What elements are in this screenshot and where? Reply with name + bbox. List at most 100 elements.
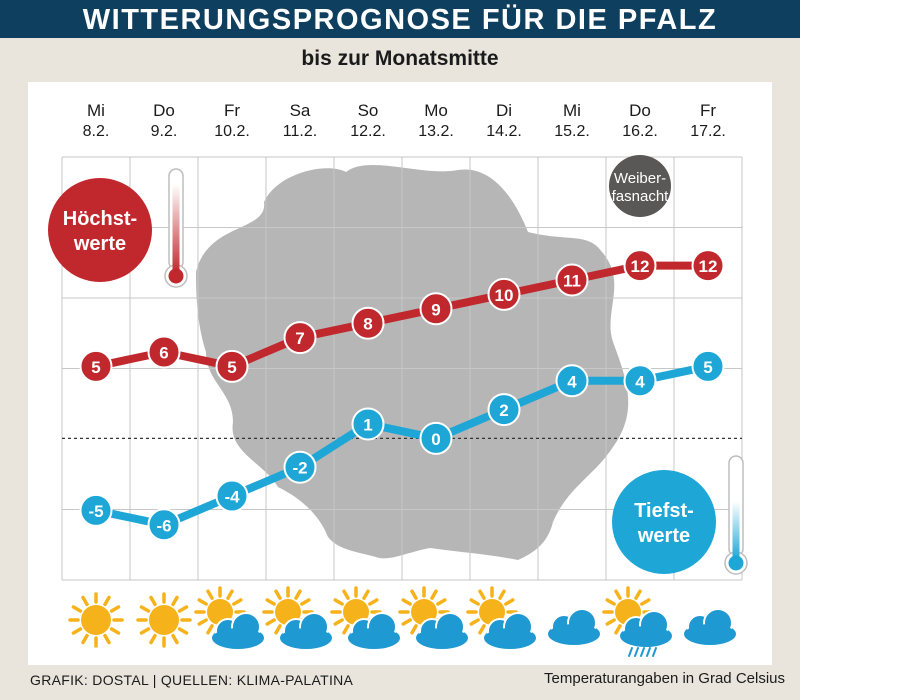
day-date-label: 8.2. [83, 123, 110, 140]
data-point-marker [79, 349, 113, 383]
thermometer-bulb [728, 555, 744, 571]
data-point-label: 5 [91, 358, 100, 377]
sun-ray [81, 595, 89, 607]
sun-ray [81, 633, 89, 645]
cloud-fill [621, 626, 671, 646]
rain-drop [640, 647, 645, 657]
data-point-marker [691, 249, 725, 283]
legend-label-max: Höchst- [63, 208, 137, 230]
day-weekday-label: Do [629, 101, 651, 120]
data-point-label: -6 [156, 516, 171, 535]
day-date-label: 10.2. [214, 123, 250, 140]
credit-line: GRAFIK: DOSTAL | QUELLEN: KLIMA-PALATINA [30, 672, 354, 688]
sun-ray [401, 598, 412, 606]
sun-ray [197, 598, 208, 606]
rain-drop [652, 647, 657, 657]
sun-ray [430, 589, 438, 600]
sun-ray [342, 624, 350, 635]
sun-ray [177, 605, 189, 613]
legend-label-min: Tiefst- [634, 500, 694, 522]
day-date-label: 17.2. [690, 123, 726, 140]
thermometer-fill [732, 501, 740, 560]
sun-ray [401, 618, 412, 626]
thermometer-min-icon [724, 455, 748, 575]
sun-ray [265, 618, 276, 626]
sun-ray [436, 598, 447, 606]
rain-drop [634, 647, 639, 657]
sun-ray [206, 589, 214, 600]
day-weekday-label: Fr [700, 101, 716, 120]
pfalz-map-silhouette [196, 164, 629, 560]
data-point-label: 1 [363, 416, 372, 435]
sun-ray [226, 589, 234, 600]
data-point-marker [623, 249, 657, 283]
sun-ray [614, 589, 622, 600]
data-point-label: -2 [292, 459, 307, 478]
data-point-marker [419, 421, 453, 455]
sun-ray [605, 598, 616, 606]
sun-ray [605, 618, 616, 626]
weather-icon-sun-cloud [398, 586, 470, 651]
data-point-label: 11 [563, 272, 581, 291]
day-date-label: 11.2. [283, 123, 317, 140]
weather-icon-sun-cloud [466, 586, 538, 651]
day-weekday-label: Mo [424, 101, 448, 120]
weather-icon-sun [68, 592, 124, 648]
sun-ray [177, 627, 189, 635]
sun-ray [469, 618, 480, 626]
cloud-fill [485, 628, 535, 648]
sun-ray [640, 598, 651, 606]
data-point-label: 6 [159, 344, 168, 363]
title-bar: WITTERUNGSPROGNOSE FÜR DIE PFALZ [0, 0, 800, 38]
data-point-marker [351, 407, 385, 441]
sun-ray [274, 624, 282, 635]
sun-ray [410, 624, 418, 635]
day-weekday-label: Fr [224, 101, 240, 120]
sun-ray [342, 589, 350, 600]
day-date-label: 14.2. [486, 123, 522, 140]
sun-ray [478, 589, 486, 600]
day-date-label: 16.2. [622, 123, 658, 140]
legend-label-max: werte [73, 233, 126, 255]
unit-note: Temperaturangaben in Grad Celsius [544, 670, 785, 687]
data-point-marker [555, 263, 589, 297]
day-weekday-label: So [358, 101, 379, 120]
data-point-label: 5 [703, 358, 712, 377]
sun-ray [232, 598, 243, 606]
data-point-label: 7 [295, 329, 304, 348]
cloud-fill [213, 628, 263, 648]
sun-ray [614, 624, 622, 635]
weather-icon-sun-cloud [330, 586, 402, 651]
cloud-fill [549, 624, 599, 644]
chart-grid [61, 156, 743, 581]
sun-ray [109, 627, 121, 635]
thermometer-fill [172, 184, 180, 273]
data-point-marker [691, 349, 725, 383]
sun-ray [139, 605, 151, 613]
sun-ray [300, 598, 311, 606]
data-point-marker [351, 306, 385, 340]
sun-ray [149, 633, 157, 645]
data-point-label: 4 [635, 372, 645, 391]
sun-ray [333, 598, 344, 606]
weather-icon-sun-cloud-rain [602, 586, 674, 657]
day-weekday-label: Di [496, 101, 512, 120]
legend-label-min: werte [637, 525, 690, 547]
sun-ray [206, 624, 214, 635]
sun-ray [197, 618, 208, 626]
sun-ray [274, 589, 282, 600]
sun-ray [362, 589, 370, 600]
infographic-frame: WITTERUNGSPROGNOSE FÜR DIE PFALZ bis zur… [0, 0, 800, 700]
annotation-label: Weiber- [614, 170, 666, 187]
sun-ray [368, 598, 379, 606]
sun-ray [171, 633, 179, 645]
legend-badge-min [612, 470, 716, 574]
annotation-label: fasnacht [612, 188, 670, 205]
data-point-marker [215, 479, 249, 513]
data-point-label: -5 [88, 502, 103, 521]
weather-icon-cloud [546, 608, 602, 647]
data-point-marker [283, 450, 317, 484]
sun-ray [139, 627, 151, 635]
cloud-fill [281, 628, 331, 648]
chart-title: WITTERUNGSPROGNOSE FÜR DIE PFALZ [82, 4, 718, 36]
